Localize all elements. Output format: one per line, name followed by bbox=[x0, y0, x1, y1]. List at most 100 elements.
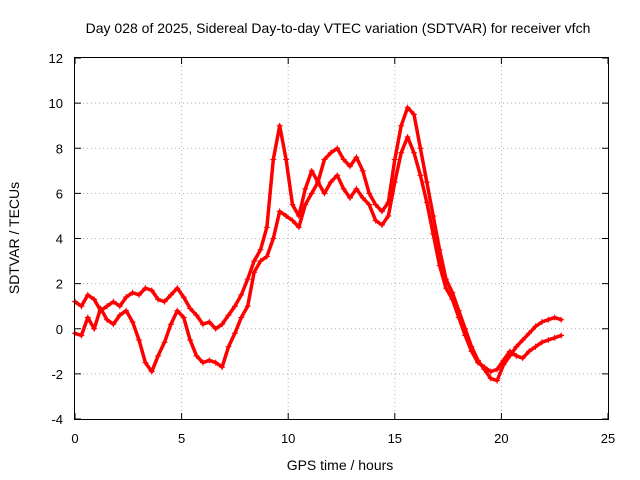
y-tick-label: 2 bbox=[56, 277, 63, 292]
data-point bbox=[110, 298, 117, 305]
data-point bbox=[142, 359, 149, 366]
plot-frame bbox=[74, 57, 609, 420]
data-point bbox=[327, 179, 334, 186]
data-point bbox=[359, 167, 366, 174]
data-point bbox=[526, 348, 533, 355]
data-point bbox=[84, 291, 91, 298]
data-point bbox=[308, 167, 315, 174]
data-point bbox=[481, 364, 488, 371]
data-point bbox=[187, 337, 194, 344]
data-point bbox=[532, 323, 539, 330]
data-point bbox=[276, 122, 283, 129]
data-point bbox=[487, 368, 494, 375]
data-point bbox=[423, 199, 430, 206]
data-point bbox=[283, 212, 290, 219]
data-point bbox=[78, 332, 85, 339]
data-point bbox=[391, 156, 398, 163]
data-point bbox=[91, 325, 98, 332]
data-point bbox=[545, 316, 552, 323]
y-tick-label: 8 bbox=[56, 141, 63, 156]
axis-ticks: 0 5 10 15 20 25 -4 -2 0 2 4 6 8 10 12 bbox=[49, 51, 616, 446]
data-point bbox=[174, 307, 181, 314]
data-point bbox=[532, 343, 539, 350]
data-point bbox=[513, 343, 520, 350]
data-point bbox=[212, 325, 219, 332]
data-point bbox=[308, 190, 315, 197]
data-point bbox=[558, 332, 565, 339]
data-point bbox=[372, 201, 379, 208]
data-point bbox=[167, 291, 174, 298]
data-point bbox=[187, 305, 194, 312]
data-point bbox=[379, 221, 386, 228]
data-point bbox=[545, 337, 552, 344]
data-point bbox=[398, 149, 405, 156]
y-tick-label: 6 bbox=[56, 186, 63, 201]
data-point bbox=[84, 314, 91, 321]
series-trace-2 bbox=[73, 135, 563, 374]
data-point bbox=[347, 163, 354, 170]
data-point bbox=[353, 154, 360, 161]
data-series bbox=[72, 104, 565, 384]
data-point bbox=[270, 235, 277, 242]
data-point bbox=[513, 352, 520, 359]
data-point bbox=[538, 339, 545, 346]
data-point bbox=[442, 285, 449, 292]
data-point bbox=[142, 285, 149, 292]
data-point bbox=[78, 303, 85, 310]
data-point bbox=[558, 316, 565, 323]
x-tick-label: 20 bbox=[494, 431, 508, 446]
data-point bbox=[430, 230, 437, 237]
data-point bbox=[295, 224, 302, 231]
data-point bbox=[116, 312, 123, 319]
data-point bbox=[212, 359, 219, 366]
data-point bbox=[366, 201, 373, 208]
data-point bbox=[538, 318, 545, 325]
y-tick-label: -4 bbox=[51, 412, 63, 427]
y-axis-label: SDTVAR / TECUs bbox=[6, 182, 22, 294]
data-point bbox=[244, 303, 251, 310]
data-point bbox=[199, 359, 206, 366]
x-tick-label: 15 bbox=[388, 431, 402, 446]
data-point bbox=[97, 305, 104, 312]
data-point bbox=[506, 348, 513, 355]
data-point bbox=[551, 314, 558, 321]
data-point bbox=[474, 359, 481, 366]
data-point bbox=[359, 194, 366, 201]
y-tick-label: 12 bbox=[49, 51, 63, 66]
data-point bbox=[315, 179, 322, 186]
data-point bbox=[404, 133, 411, 140]
data-point bbox=[219, 321, 226, 328]
data-point bbox=[193, 312, 200, 319]
data-point bbox=[193, 352, 200, 359]
data-point bbox=[385, 212, 392, 219]
data-point bbox=[327, 149, 334, 156]
data-point bbox=[449, 296, 456, 303]
data-point bbox=[417, 145, 424, 152]
data-point bbox=[263, 224, 270, 231]
data-point bbox=[231, 330, 238, 337]
data-point bbox=[219, 364, 226, 371]
x-tick-label: 5 bbox=[178, 431, 185, 446]
data-point bbox=[417, 172, 424, 179]
data-point bbox=[494, 377, 501, 384]
data-point bbox=[455, 314, 462, 321]
data-point bbox=[410, 111, 417, 118]
data-point bbox=[231, 303, 238, 310]
x-tick-label: 10 bbox=[281, 431, 295, 446]
data-point bbox=[155, 296, 162, 303]
data-point bbox=[167, 321, 174, 328]
data-point bbox=[379, 208, 386, 215]
data-point bbox=[110, 321, 117, 328]
data-point bbox=[180, 294, 187, 301]
data-point bbox=[462, 332, 469, 339]
data-point bbox=[174, 285, 181, 292]
data-point bbox=[334, 172, 341, 179]
data-point bbox=[123, 294, 130, 301]
data-point bbox=[257, 246, 264, 253]
data-point bbox=[404, 104, 411, 111]
y-tick-label: 0 bbox=[56, 322, 63, 337]
data-point bbox=[468, 348, 475, 355]
data-point bbox=[526, 330, 533, 337]
data-point bbox=[519, 337, 526, 344]
